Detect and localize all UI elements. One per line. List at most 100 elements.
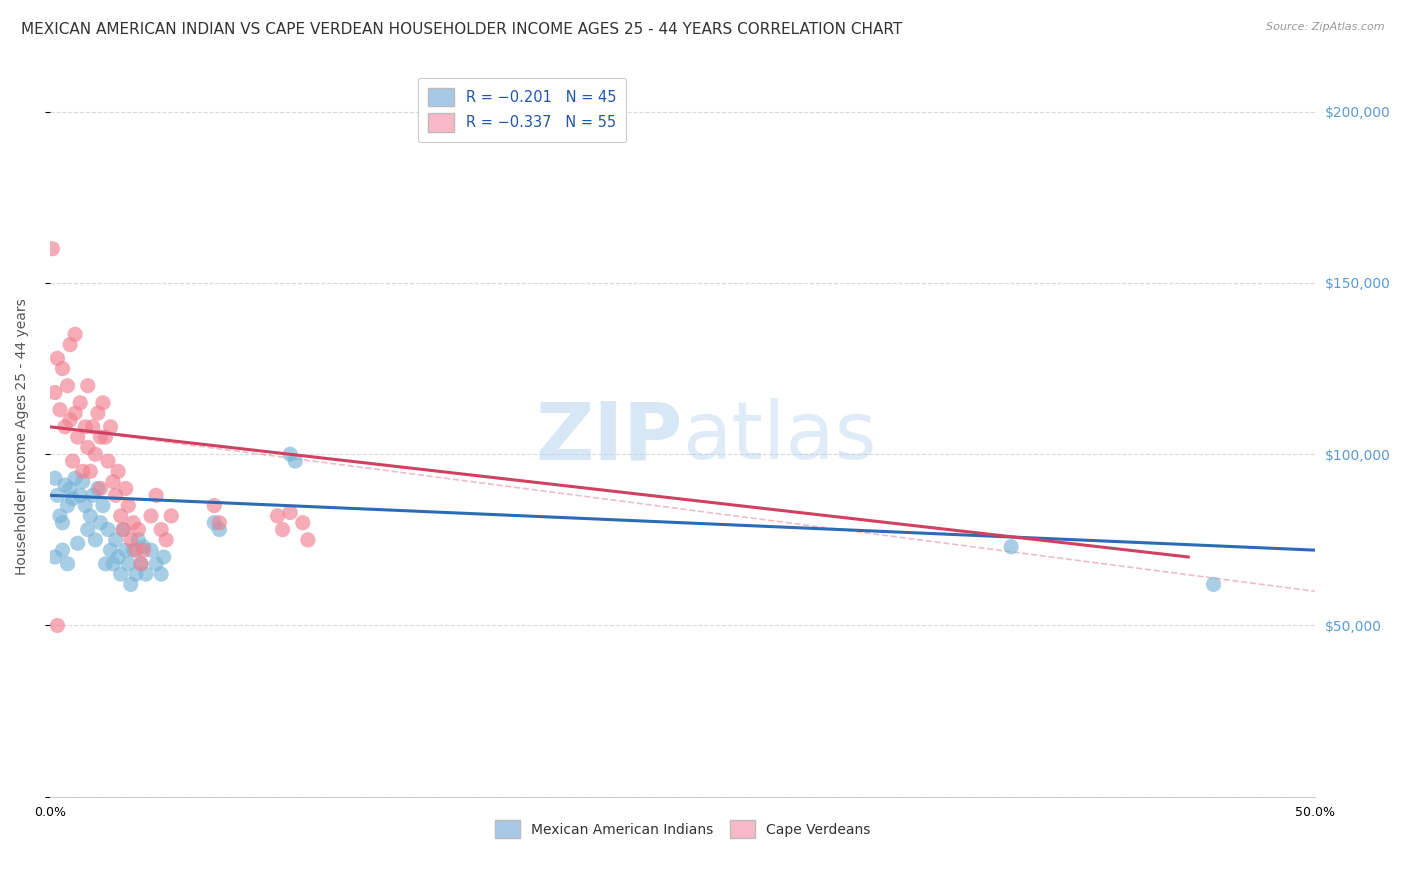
Point — [114, 543, 136, 558]
Point — [79, 508, 101, 523]
Point — [150, 523, 173, 537]
Point — [76, 523, 98, 537]
Point — [114, 482, 136, 496]
Point — [49, 402, 72, 417]
Point — [135, 567, 157, 582]
Point — [127, 533, 149, 547]
Point — [139, 543, 162, 558]
Point — [1000, 540, 1022, 554]
Point — [104, 533, 127, 547]
Point — [202, 499, 225, 513]
Point — [41, 242, 63, 256]
Point — [101, 475, 124, 489]
Point — [75, 419, 97, 434]
Point — [110, 567, 132, 582]
Point — [66, 430, 89, 444]
Point — [101, 557, 124, 571]
Point — [112, 523, 135, 537]
Point — [125, 567, 148, 582]
Point — [94, 430, 117, 444]
Point — [89, 516, 111, 530]
Point — [104, 488, 127, 502]
Point — [72, 475, 94, 489]
Point — [84, 447, 107, 461]
Point — [46, 618, 69, 632]
Point — [91, 499, 114, 513]
Text: Source: ZipAtlas.com: Source: ZipAtlas.com — [1267, 22, 1385, 32]
Point — [44, 471, 66, 485]
Point — [46, 351, 69, 366]
Point — [208, 516, 231, 530]
Point — [59, 413, 82, 427]
Point — [122, 543, 145, 558]
Point — [155, 533, 177, 547]
Text: atlas: atlas — [682, 398, 877, 476]
Text: MEXICAN AMERICAN INDIAN VS CAPE VERDEAN HOUSEHOLDER INCOME AGES 25 - 44 YEARS CO: MEXICAN AMERICAN INDIAN VS CAPE VERDEAN … — [21, 22, 903, 37]
Point — [117, 557, 139, 571]
Point — [120, 577, 142, 591]
Point — [152, 549, 174, 564]
Point — [49, 508, 72, 523]
Point — [51, 516, 73, 530]
Point — [122, 516, 145, 530]
Legend: Mexican American Indians, Cape Verdeans: Mexican American Indians, Cape Verdeans — [489, 814, 876, 844]
Point — [82, 488, 104, 502]
Point — [79, 464, 101, 478]
Point — [91, 396, 114, 410]
Point — [278, 505, 301, 519]
Point — [129, 557, 152, 571]
Point — [208, 523, 231, 537]
Point — [44, 385, 66, 400]
Point — [72, 464, 94, 478]
Text: ZIP: ZIP — [536, 398, 682, 476]
Point — [139, 508, 162, 523]
Point — [69, 396, 91, 410]
Point — [63, 471, 86, 485]
Point — [107, 464, 129, 478]
Point — [76, 441, 98, 455]
Y-axis label: Householder Income Ages 25 - 44 years: Householder Income Ages 25 - 44 years — [15, 299, 30, 575]
Point — [117, 499, 139, 513]
Point — [271, 523, 294, 537]
Point — [278, 447, 301, 461]
Point — [44, 549, 66, 564]
Point — [66, 536, 89, 550]
Point — [127, 523, 149, 537]
Point — [297, 533, 319, 547]
Point — [94, 557, 117, 571]
Point — [132, 543, 155, 558]
Point — [145, 557, 167, 571]
Point — [75, 499, 97, 513]
Point — [202, 516, 225, 530]
Point — [100, 543, 122, 558]
Point — [51, 543, 73, 558]
Point — [110, 508, 132, 523]
Point — [107, 549, 129, 564]
Point — [150, 567, 173, 582]
Point — [120, 533, 142, 547]
Point — [56, 499, 79, 513]
Point — [97, 523, 120, 537]
Point — [89, 482, 111, 496]
Point — [51, 361, 73, 376]
Point — [112, 523, 135, 537]
Point — [63, 406, 86, 420]
Point — [89, 430, 111, 444]
Point — [125, 543, 148, 558]
Point — [145, 488, 167, 502]
Point — [1202, 577, 1225, 591]
Point — [63, 327, 86, 342]
Point — [53, 419, 76, 434]
Point — [87, 482, 110, 496]
Point — [62, 491, 84, 506]
Point — [100, 419, 122, 434]
Point — [56, 378, 79, 392]
Point — [284, 454, 307, 468]
Point — [266, 508, 288, 523]
Point — [59, 482, 82, 496]
Point — [69, 488, 91, 502]
Point — [76, 378, 98, 392]
Point — [46, 488, 69, 502]
Point — [59, 337, 82, 351]
Point — [160, 508, 183, 523]
